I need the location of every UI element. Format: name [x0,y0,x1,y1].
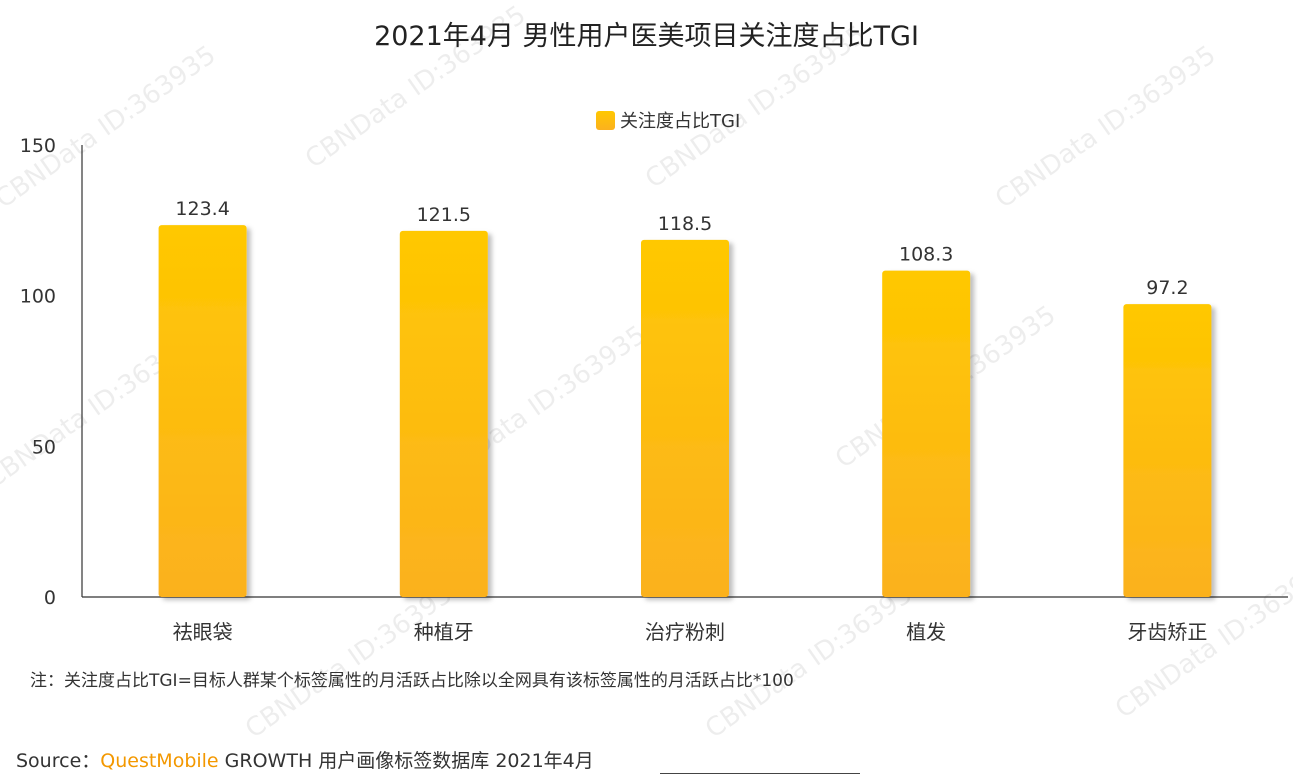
bar [641,239,729,598]
bar [882,270,971,597]
y-tick-label: 50 [32,436,56,458]
legend: 关注度占比TGI [596,108,740,132]
data-label: 118.5 [658,213,712,235]
data-label: 121.5 [417,204,471,226]
bar [399,230,488,597]
bar-chart: 0 50 100 150 123.4 祛眼袋 121.5 种植牙 118.5 治疗粉刺 108.3… [20,135,1288,644]
y-tick-label: 150 [20,135,56,157]
legend-label: 关注度占比TGI [620,111,741,132]
source-brand: QuestMobile [100,750,219,772]
footnote: 注：关注度占比TGI=目标人群某个标签属性的月活跃占比除以全网具有该标签属性的月… [30,671,794,691]
source-rest: GROWTH 用户画像标签数据库 2021年4月 [218,750,594,772]
x-tick-label: 治疗粉刺 [645,620,725,644]
y-tick-label: 100 [20,286,56,308]
bar [1123,304,1212,597]
x-tick-label: 祛眼袋 [173,620,233,644]
y-tick-label: 0 [44,587,56,609]
x-tick-label: 种植牙 [414,620,474,644]
data-label: 123.4 [175,198,229,220]
x-tick-label: 植发 [906,620,946,644]
source-prefix: Source： [16,750,101,772]
data-label: 108.3 [899,244,953,266]
bar [158,225,247,597]
legend-swatch [596,110,615,130]
data-label: 97.2 [1146,277,1188,299]
chart-title: 2021年4月 男性用户医美项目关注度占比TGI [374,21,919,52]
x-tick-label: 牙齿矫正 [1127,620,1207,644]
source-line: Source：QuestMobile GROWTH 用户画像标签数据库 2021… [16,746,594,773]
source-underline [660,773,860,774]
